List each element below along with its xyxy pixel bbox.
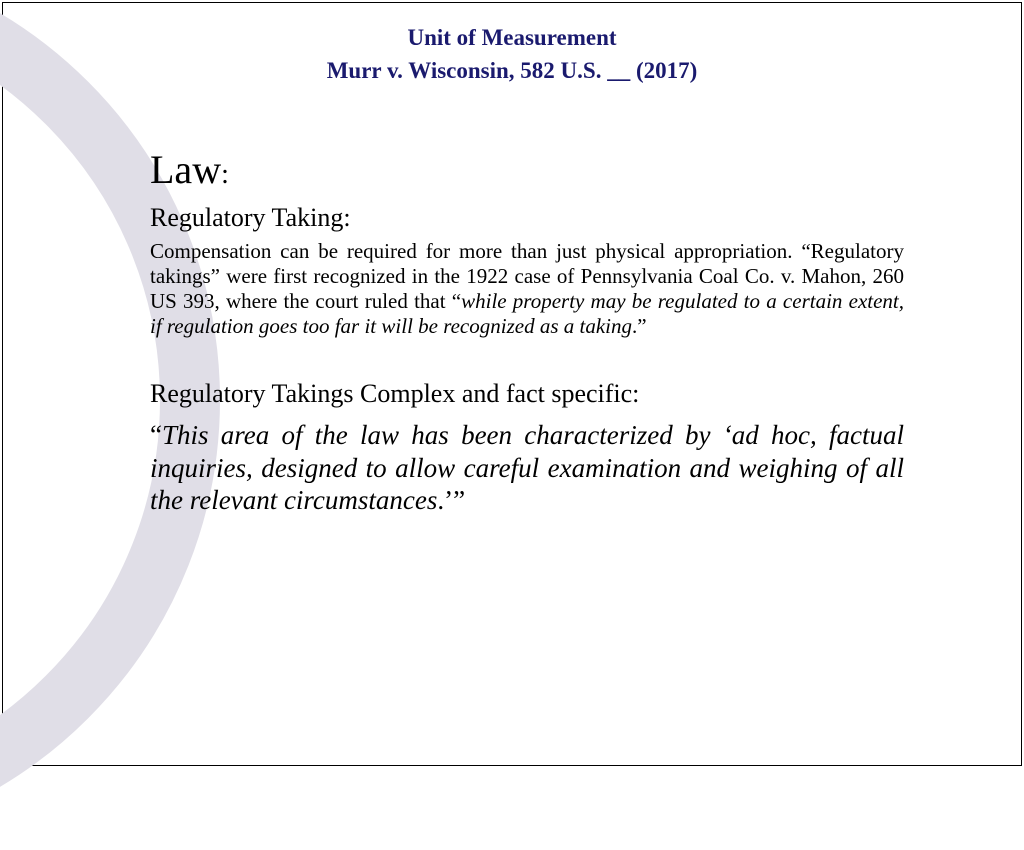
- section2-heading: Regulatory Takings Complex and fact spec…: [150, 379, 904, 409]
- quote-open: “: [150, 420, 162, 450]
- quote-body: This area of the law has been characteri…: [150, 420, 904, 515]
- slide-content: Unit of Measurement Murr v. Wisconsin, 5…: [0, 0, 1024, 516]
- header-subtitle: Murr v. Wisconsin, 582 U.S. __ (2017): [0, 57, 1024, 86]
- section1-body: Compensation can be required for more th…: [150, 239, 904, 340]
- section2-quote: “This area of the law has been character…: [150, 419, 904, 516]
- law-heading-text: Law: [150, 147, 221, 192]
- body-content: Law: Regulatory Taking: Compensation can…: [0, 86, 1024, 517]
- law-heading: Law:: [150, 146, 904, 193]
- section1-heading: Regulatory Taking:: [150, 203, 904, 233]
- quote-close: .’”: [437, 485, 465, 515]
- section1-text-part2: .”: [632, 314, 647, 338]
- header-title: Unit of Measurement: [0, 24, 1024, 53]
- law-heading-colon: :: [221, 159, 229, 190]
